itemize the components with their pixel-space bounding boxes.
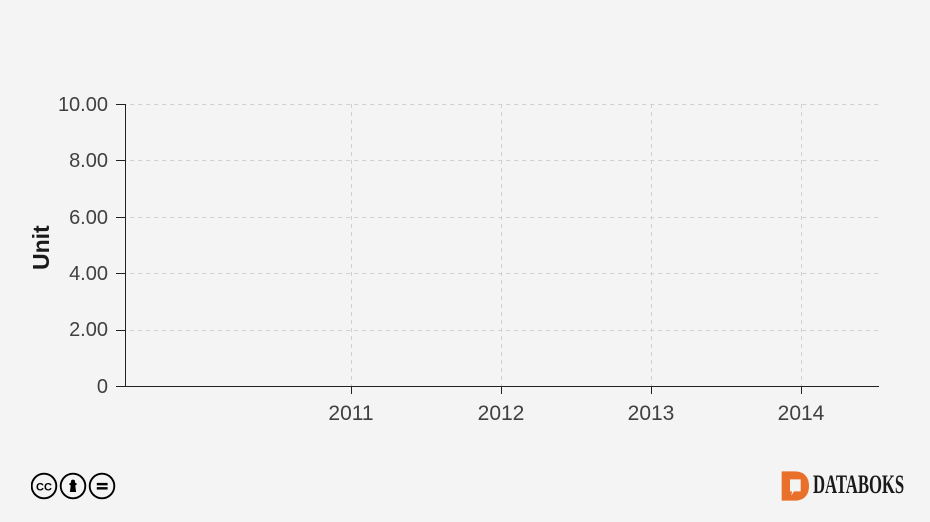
svg-text:CC: CC [36,482,52,494]
